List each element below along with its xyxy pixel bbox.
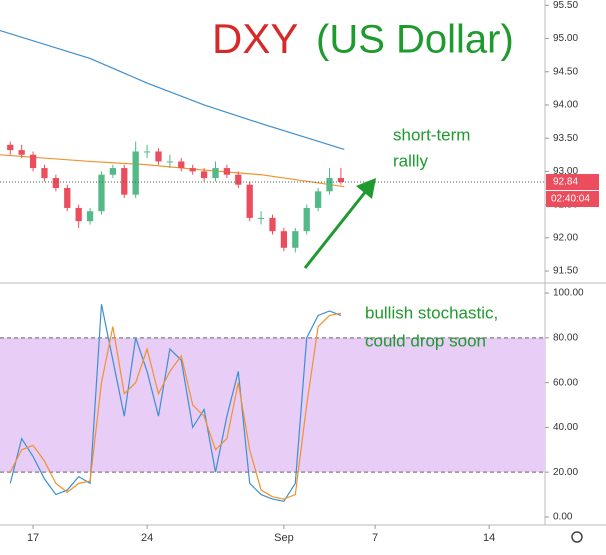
annotation: could drop soon (365, 331, 486, 350)
countdown-label: 02:40:04 (551, 194, 590, 205)
candle-body (200, 171, 208, 179)
candle-body (303, 207, 310, 232)
candle-body (98, 174, 105, 212)
x-tick-label: 7 (372, 532, 378, 544)
settings-icon[interactable] (571, 531, 583, 543)
candle-body (189, 168, 196, 172)
chart-title: DXY (212, 15, 298, 62)
candle-body (7, 144, 14, 151)
chart-subtitle: (US Dollar) (316, 18, 514, 62)
y-tick-label: 60.00 (553, 377, 578, 388)
price-tag-label: 92.84 (553, 177, 578, 188)
y-tick-label: 92.00 (553, 232, 578, 243)
candle-body (223, 168, 231, 175)
candle-body (41, 168, 48, 179)
y-tick-label: 20.00 (553, 467, 578, 478)
candle-body (269, 217, 276, 232)
x-tick-label: 17 (27, 532, 39, 544)
candle-body (178, 161, 185, 169)
candle-body (235, 174, 242, 185)
x-tick-label: Sep (274, 532, 294, 544)
candle-body (109, 168, 117, 175)
candle-body (166, 161, 174, 163)
candle-body (212, 168, 219, 179)
candle-body (75, 207, 82, 222)
candle-body (86, 211, 94, 222)
y-tick-label: 100.00 (553, 288, 584, 299)
series-line (0, 29, 345, 151)
candle-body (155, 151, 162, 162)
stoch-band (0, 337, 545, 473)
annotation: short-term (393, 125, 470, 144)
candle-body (292, 231, 299, 248)
arrow (303, 185, 372, 269)
x-tick-label: 24 (141, 532, 153, 544)
y-tick-label: 93.00 (553, 166, 578, 177)
candle-body (64, 188, 71, 208)
candle-body (121, 168, 128, 195)
candle-body (280, 231, 288, 248)
annotation: bullish stochastic, (365, 303, 498, 322)
candle-body (326, 178, 333, 192)
candle-body (246, 184, 253, 218)
annotation: rallly (393, 151, 428, 170)
candle-body (337, 178, 345, 183)
candle-body (52, 178, 60, 189)
y-tick-label: 94.00 (553, 100, 578, 111)
y-tick-label: 94.50 (553, 66, 578, 77)
y-tick-label: 95.50 (553, 0, 578, 11)
price-tag (546, 174, 599, 191)
y-tick-label: 95.00 (553, 33, 578, 44)
countdown-tag (546, 191, 599, 208)
candle-body (132, 151, 139, 195)
candle-body (143, 151, 151, 153)
y-tick-label: 93.50 (553, 133, 578, 144)
arrow-head (356, 178, 376, 199)
candle-body (18, 150, 25, 155)
candle-body (29, 154, 37, 169)
candle-body (257, 217, 265, 219)
y-tick-label: 80.00 (553, 332, 578, 343)
y-tick-label: 40.00 (553, 422, 578, 433)
y-tick-label: 91.50 (553, 266, 578, 277)
y-tick-label: 0.00 (553, 512, 573, 523)
x-tick-label: 14 (483, 532, 495, 544)
candle-body (314, 191, 322, 208)
series-line (0, 154, 345, 188)
series-line (9, 312, 342, 500)
